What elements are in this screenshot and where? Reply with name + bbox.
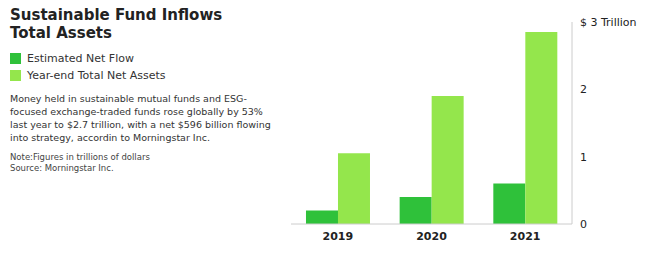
svg-text:2020: 2020	[416, 230, 447, 243]
html-text:Money held in sustainable mutu: Money held in sustainable mutual funds a…	[10, 93, 271, 143]
html-text:Estimated Net Flow: Estimated Net Flow	[27, 52, 134, 65]
html-text:Year-end Total Net Assets: Year-end Total Net Assets	[27, 69, 166, 82]
svg-text:$ 3 Trillion: $ 3 Trillion	[580, 16, 637, 29]
html-text:Sustainable Fund Inflows: Sustainable Fund Inflows	[10, 6, 223, 24]
svg-text:2: 2	[580, 83, 587, 96]
html-text:Total Assets: Total Assets	[10, 24, 112, 42]
svg-text:1: 1	[580, 151, 587, 164]
svg-text:2021: 2021	[510, 230, 541, 243]
svg-text:2019: 2019	[323, 230, 354, 243]
html-text:Note:Figures in trillions of d: Note:Figures in trillions of dollars	[10, 152, 150, 162]
html-text:Source: Morningstar Inc.: Source: Morningstar Inc.	[10, 163, 114, 173]
svg-text:0: 0	[580, 218, 587, 231]
